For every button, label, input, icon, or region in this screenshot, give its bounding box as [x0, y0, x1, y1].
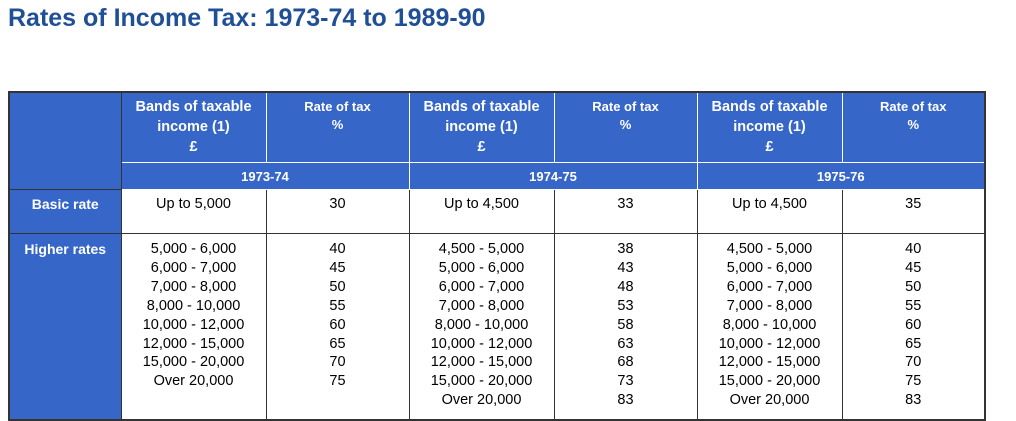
rate: 53: [617, 297, 634, 314]
band: 8,000 - 10,000: [722, 316, 817, 333]
band: 10,000 - 12,000: [430, 335, 533, 352]
band: 10,000 - 12,000: [718, 335, 821, 352]
header-line: Rate of tax: [592, 99, 659, 114]
rate: 63: [617, 335, 634, 352]
header-line: %: [619, 117, 632, 132]
band: Up to 5,000: [120, 189, 266, 234]
row-label: Basic rate: [8, 189, 122, 234]
band: 7,000 - 8,000: [438, 297, 525, 314]
rate: 65: [329, 335, 346, 352]
band: Over 20,000: [441, 392, 522, 409]
rate: 75: [905, 373, 922, 390]
rate: 83: [617, 392, 634, 409]
header-line: %: [331, 117, 344, 132]
band: 10,000 - 12,000: [142, 316, 245, 333]
rate: 50: [329, 278, 346, 295]
rate: 70: [905, 354, 922, 371]
rate: 48: [617, 278, 634, 295]
rate: 65: [905, 335, 922, 352]
band: 8,000 - 10,000: [146, 297, 241, 314]
header-row: Bands of taxable income (1) £ Rate of tax% B…: [8, 91, 986, 190]
header-line: income (1): [157, 119, 230, 135]
year: 1975-76: [696, 162, 986, 190]
rate: 60: [329, 316, 346, 333]
band: 12,000 - 15,000: [430, 354, 533, 371]
header-line: Bands of taxable: [135, 99, 252, 115]
band: 12,000 - 15,000: [142, 335, 245, 352]
band: Up to 4,500: [408, 189, 554, 234]
rate: 30: [265, 189, 409, 234]
rate: 45: [905, 259, 922, 276]
rate: 38: [617, 241, 634, 257]
band: 15,000 - 20,000: [430, 373, 533, 390]
year-row: 1973-74 1974-75 1975-76: [9, 162, 986, 190]
header-line: £: [765, 139, 774, 155]
rate: 60: [905, 316, 922, 333]
band-header: Bands of taxable income (1) £: [408, 92, 555, 163]
header-line: income (1): [445, 119, 518, 135]
rate: 50: [905, 278, 922, 295]
rate-header: Rate of tax%: [841, 92, 986, 163]
rate: 75: [329, 373, 346, 390]
table-body: Bands of taxable income (1) £ Rate of tax% B…: [8, 91, 986, 421]
higher-row: Higher rates 5,000 - 6,000 6,000 - 7,000 7,…: [8, 233, 985, 421]
tax-table: Bands of taxable income (1) £ Rate of tax% B…: [8, 91, 986, 421]
header-line: £: [477, 139, 486, 155]
header-line: £: [189, 139, 198, 155]
rate: 58: [617, 316, 634, 333]
band-header: Bands of taxable income (1) £: [120, 92, 267, 163]
rate: 83: [905, 392, 922, 409]
band: Over 20,000: [153, 373, 234, 390]
band: 6,000 - 7,000: [438, 278, 525, 295]
year: 1973-74: [120, 162, 410, 190]
rate: 33: [553, 189, 697, 234]
rate: 43: [617, 259, 634, 276]
band: Up to 4,500: [696, 189, 842, 234]
rate: 35: [841, 189, 985, 234]
rate: 40: [905, 241, 922, 257]
rate: 73: [617, 373, 634, 390]
header-line: income (1): [733, 119, 806, 135]
band: 8,000 - 10,000: [434, 316, 529, 333]
band: 4,500 - 5,000: [438, 241, 525, 257]
band: 5,000 - 6,000: [726, 259, 813, 276]
header-line: %: [907, 117, 920, 132]
band: 15,000 - 20,000: [142, 354, 245, 371]
bands-cell: 4,500 - 5,000 5,000 - 6,000 6,000 - 7,000 7…: [696, 233, 842, 420]
band: 5,000 - 6,000: [438, 259, 525, 276]
bands-cell: 5,000 - 6,000 6,000 - 7,000 7,000 - 8,000 8…: [120, 233, 266, 420]
rate: 68: [617, 354, 634, 371]
header-line: Rate of tax: [880, 99, 947, 114]
rate-header: Rate of tax%: [265, 92, 410, 163]
band: 15,000 - 20,000: [718, 373, 821, 390]
rate: 55: [329, 297, 346, 314]
rate: 70: [329, 354, 346, 371]
rate: 55: [905, 297, 922, 314]
row-label: Higher rates: [8, 233, 122, 421]
band: 12,000 - 15,000: [718, 354, 821, 371]
corner-cell: [8, 91, 122, 190]
title: Rates of Income Tax: 1973-74 to 1989-90: [8, 4, 486, 32]
year: 1974-75: [408, 162, 698, 190]
rate: 45: [329, 259, 346, 276]
band: 7,000 - 8,000: [726, 297, 813, 314]
rates-cell: 38 43 48 53 58 63 68 73 83: [553, 233, 697, 420]
band: 6,000 - 7,000: [150, 259, 237, 276]
header-line: Rate of tax: [304, 99, 371, 114]
rates-cell: 40 45 50 55 60 65 70 75: [265, 233, 409, 420]
band: Over 20,000: [729, 392, 810, 409]
bands-cell: 4,500 - 5,000 5,000 - 6,000 6,000 - 7,000 7…: [408, 233, 554, 420]
basic-row: Basic rate Up to 5,000 30 Up to 4,500 33 Up t…: [8, 189, 985, 234]
rate-header: Rate of tax%: [553, 92, 698, 163]
band: 6,000 - 7,000: [726, 278, 813, 295]
header-line: Bands of taxable: [423, 99, 540, 115]
rate: 40: [329, 241, 346, 257]
rates-cell: 40 45 50 55 60 65 70 75 83: [841, 233, 985, 420]
band: 4,500 - 5,000: [726, 241, 813, 257]
band: 5,000 - 6,000: [150, 241, 237, 257]
header-line: Bands of taxable: [711, 99, 828, 115]
band-header: Bands of taxable income (1) £: [696, 92, 843, 163]
band: 7,000 - 8,000: [150, 278, 237, 295]
